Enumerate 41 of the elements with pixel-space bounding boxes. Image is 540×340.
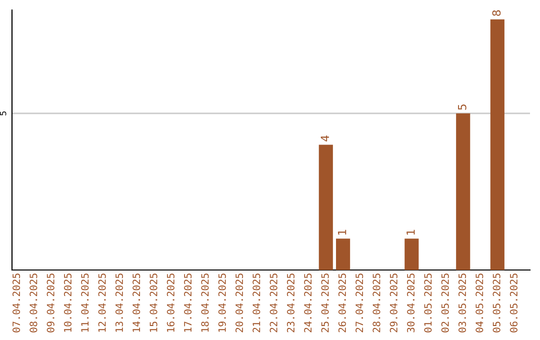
x-tick-label: 27.04.2025 xyxy=(356,274,364,332)
x-tick-label: 17.04.2025 xyxy=(184,274,192,332)
x-tick-label: 16.04.2025 xyxy=(166,274,174,332)
bar xyxy=(336,238,350,270)
data-label: 5 xyxy=(458,104,466,110)
x-tick-label: 02.05.2025 xyxy=(441,274,449,332)
bar xyxy=(456,113,470,270)
x-tick-label: 15.04.2025 xyxy=(150,274,158,332)
x-tick-label: 19.04.2025 xyxy=(218,274,226,332)
x-tick-label: 29.04.2025 xyxy=(390,274,398,332)
x-tick-label: 14.04.2025 xyxy=(132,274,140,332)
x-tick-label: 13.04.2025 xyxy=(115,274,123,332)
x-tick-label: 21.04.2025 xyxy=(252,274,260,332)
data-label: 1 xyxy=(406,230,415,235)
x-tick-label: 23.04.2025 xyxy=(286,274,295,332)
x-tick-label: 08.04.2025 xyxy=(30,274,38,332)
x-tick-label: 07.04.2025 xyxy=(12,274,20,332)
x-tick-label: 09.04.2025 xyxy=(46,274,54,332)
x-tick-label: 30.04.2025 xyxy=(407,274,415,332)
x-tick-label: 12.04.2025 xyxy=(98,274,106,332)
x-tick-label: 26.04.2025 xyxy=(338,274,346,332)
x-tick-label: 10.04.2025 xyxy=(64,274,72,332)
data-label: 8 xyxy=(492,10,501,16)
x-tick-label: 18.04.2025 xyxy=(201,274,209,332)
bar xyxy=(490,19,504,270)
bar xyxy=(404,238,419,270)
x-tick-label: 01.05.2025 xyxy=(424,274,432,332)
x-tick-label: 11.04.2025 xyxy=(81,274,89,332)
data-label: 4 xyxy=(320,135,329,142)
ref-line-label: 5 xyxy=(0,111,6,116)
x-tick-label: 06.05.2025 xyxy=(510,274,518,332)
x-tick-label: 22.04.2025 xyxy=(270,274,278,332)
bar xyxy=(318,144,333,270)
x-tick-label: 04.05.2025 xyxy=(476,274,484,332)
x-tick-label: 05.05.2025 xyxy=(492,274,500,332)
data-label: 1 xyxy=(338,230,346,235)
x-tick-label: 03.05.2025 xyxy=(458,274,466,332)
x-tick-label: 25.04.2025 xyxy=(321,274,329,332)
x-tick-label: 20.04.2025 xyxy=(235,274,244,332)
x-tick-label: 24.04.2025 xyxy=(304,274,312,332)
x-tick-label: 28.04.2025 xyxy=(372,274,380,332)
